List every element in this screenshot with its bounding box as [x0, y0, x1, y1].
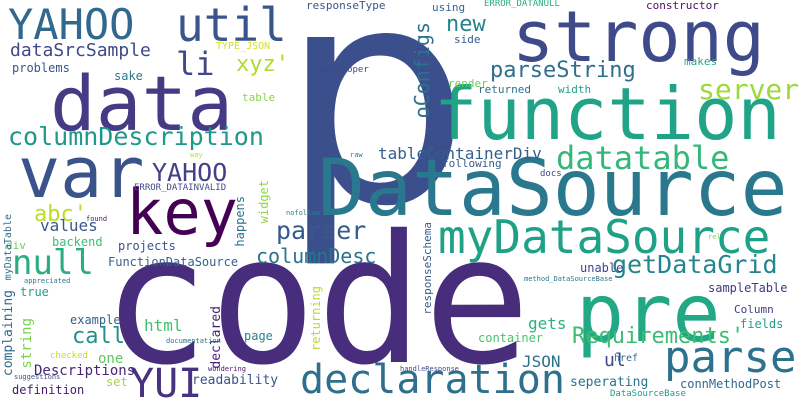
word-seperating: seperating [570, 375, 649, 390]
word-mydatatable: myDataTable [3, 214, 14, 281]
word-responseschema: responseSchema [421, 222, 434, 315]
word-columndescription: columnDescription [8, 122, 264, 151]
word-datasourcebase: DataSourceBase [610, 389, 686, 399]
word-found: found [86, 215, 108, 223]
word-readability: readability [192, 373, 279, 388]
word-functiondatasource: FunctionDataSource [108, 255, 239, 269]
word-oconfigs: oConfigs [410, 22, 434, 119]
word-datatable: datatable [556, 139, 730, 177]
word-mydatasource: myDataSource [438, 210, 771, 264]
word-responsetype: responseType [306, 0, 386, 12]
word-tablecontainerdiv: tableContainerDiv [378, 144, 542, 163]
word-way: way [190, 151, 203, 159]
word-parse: parse [664, 332, 797, 383]
word-complaining: complaining [1, 290, 16, 377]
word-problems: problems [12, 61, 70, 75]
word-table: table [242, 91, 276, 104]
word-descriptions: Descriptions [34, 363, 136, 379]
word-column: Column [734, 303, 774, 316]
word-li: li [176, 45, 215, 83]
word-strong: strong [512, 0, 765, 78]
word-parser: parser [276, 216, 367, 245]
word-set: set [106, 375, 128, 389]
word-sampletable: sampleTable [708, 281, 788, 295]
word-yahoo-2: YAHOO [152, 158, 228, 187]
word-method-datasourcebase: method_DataSourceBase [524, 275, 613, 283]
word-gets: gets [528, 314, 567, 333]
word-html: html [144, 316, 183, 335]
word-fields: fields [740, 317, 784, 331]
word-data: data [50, 59, 234, 148]
word-render: render [448, 77, 488, 90]
word-yahoo: YAHOO [8, 0, 135, 49]
word-string: string [19, 318, 35, 369]
word-definition: definition [12, 383, 85, 397]
word-side: side [454, 33, 481, 46]
word-parsestring: parseString [490, 58, 636, 83]
word-values: values [40, 216, 98, 235]
word-code: code [102, 197, 531, 400]
word-datasrcsample: dataSrcSample [10, 40, 151, 61]
word-pre: pre [576, 267, 721, 360]
word-requirements: Requirements' [572, 324, 745, 349]
word-columndesc: columnDesc [256, 244, 377, 268]
word-unable: unable [580, 261, 624, 275]
word-type-json: TYPE_JSON [216, 41, 271, 52]
word-wondering: wondering [208, 365, 246, 373]
word-makes: makes [684, 55, 718, 68]
word-call: call [72, 324, 125, 349]
word-returned: returned [478, 83, 531, 96]
word-json: JSON [522, 352, 561, 371]
word-connmethodpost: connMethodPost [680, 377, 782, 391]
word-widget: widget [257, 180, 271, 224]
word-docs: docs [540, 169, 562, 179]
word-one: one [98, 351, 124, 367]
word-href: href [614, 353, 639, 364]
word-constructor: constructor [646, 0, 719, 12]
word-checked: checked [50, 351, 88, 361]
word-xyz: xyz' [236, 52, 289, 77]
word-width: width [558, 83, 592, 96]
word-raw: raw [350, 151, 363, 159]
word-handleresponse: handleResponse [400, 365, 460, 373]
word-backend: backend [52, 235, 103, 249]
word-key: key [126, 176, 238, 249]
word-container: container [478, 331, 544, 345]
word-error-datainvalid: ERROR_DATAINVALID [134, 183, 227, 193]
word-div: div [6, 239, 26, 252]
word-yui: YUI [130, 361, 203, 400]
word-datasource: DataSource [318, 144, 788, 234]
word-declaration: declaration [300, 357, 565, 400]
word-documentation: documentation [166, 337, 221, 345]
word-nofollow: nofollow [286, 209, 320, 217]
word-abc: abc' [34, 202, 87, 227]
word-function: function [434, 72, 781, 156]
word-p: p [280, 0, 471, 272]
word-server: server [698, 73, 800, 106]
word-developer: developer [320, 65, 369, 75]
word-sake: sake [114, 69, 143, 83]
word-true: true [20, 285, 49, 299]
word-new: new [446, 12, 486, 37]
word-getdatagrid: getDataGrid [612, 250, 778, 279]
word-null: null [12, 243, 94, 283]
word-error-datanull: ERROR_DATANULL [484, 0, 560, 9]
word-rel: rel [708, 233, 721, 241]
word-example: example [70, 313, 121, 327]
word-happens: happens [233, 196, 247, 247]
word-ul: ul [604, 350, 626, 371]
word-using: using [432, 1, 466, 14]
word-returning: returning [309, 286, 323, 352]
word-util: util [176, 0, 287, 52]
word-following: following [442, 157, 502, 170]
word-projects: projects [118, 239, 176, 253]
word-page: page [244, 329, 273, 343]
word-var: var [18, 132, 145, 214]
word-suggestions: suggestions [14, 373, 61, 381]
word-appreciated: appreciated [24, 277, 71, 285]
